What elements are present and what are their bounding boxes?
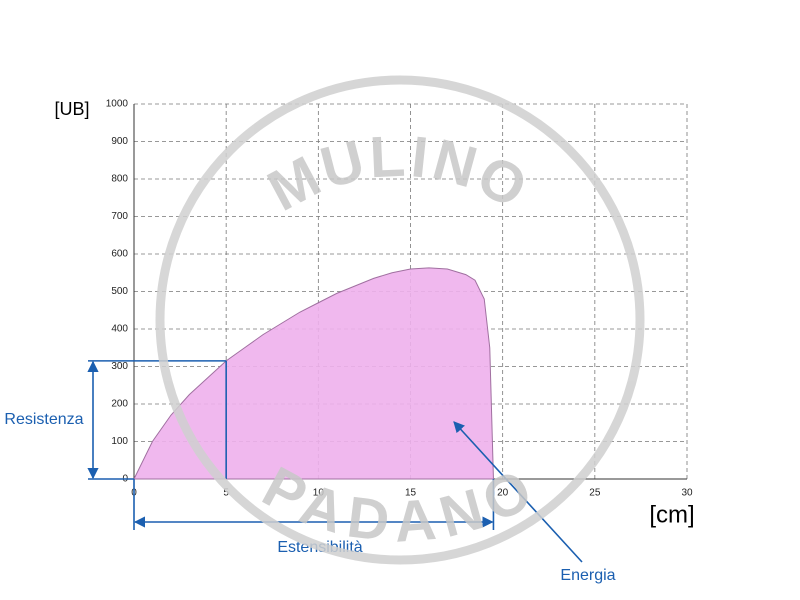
- y-tick-label: 400: [111, 324, 128, 335]
- x-tick-label: 10: [313, 488, 325, 499]
- y-tick-label: 800: [111, 174, 128, 185]
- y-tick-label: 300: [111, 361, 128, 372]
- y-axis-label: [UB]: [54, 99, 89, 119]
- watermark-ring: [155, 75, 645, 565]
- y-tick-label: 1000: [106, 99, 129, 110]
- y-tick-label: 500: [111, 286, 128, 297]
- x-axis-label: [cm]: [649, 501, 694, 528]
- watermark-text: MULINO: [258, 124, 537, 224]
- area: [133, 267, 494, 480]
- watermark-top: MULINO: [258, 124, 543, 224]
- x-tick-label: 5: [223, 488, 229, 499]
- y-tick-label: 700: [111, 211, 128, 222]
- x-tick-label: 25: [589, 488, 601, 499]
- x-tick-label: 20: [497, 488, 509, 499]
- y-tick-label: 100: [111, 436, 128, 447]
- y-tick-label: 600: [111, 249, 128, 260]
- energy-label: Energia: [560, 567, 615, 584]
- energy-arrow: [453, 421, 583, 563]
- x-tick-label: 15: [405, 488, 417, 499]
- y-tick-label: 900: [111, 136, 128, 147]
- x-tick-label: 30: [681, 488, 693, 499]
- y-tick-label: 200: [111, 399, 128, 410]
- resistance-label: Resistenza: [4, 411, 83, 428]
